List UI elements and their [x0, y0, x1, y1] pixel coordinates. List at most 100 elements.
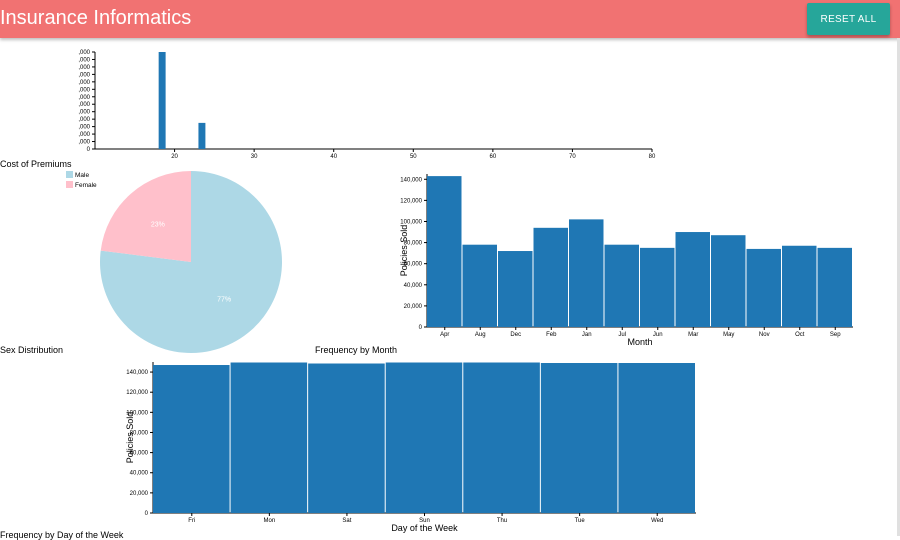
- bar-jul: [604, 244, 639, 327]
- bar-dec: [498, 251, 533, 327]
- y-tick-label: ,000: [78, 117, 90, 123]
- premiums-histogram[interactable]: 0,000,000,000,000,000,000,000,000,000,00…: [0, 48, 660, 160]
- y-tick-label: ,000: [78, 65, 90, 71]
- y-tick-label: 80,000: [130, 430, 149, 436]
- y-tick-label: 60,000: [404, 262, 423, 268]
- scrollbar[interactable]: [897, 38, 900, 536]
- x-tick-label: 80: [649, 154, 656, 160]
- sex-chart-caption: Sex Distribution: [0, 345, 64, 355]
- y-tick-label: ,000: [78, 110, 90, 116]
- weekday-bar-chart[interactable]: 0 20,000 40,000 60,000 80,000 100,000 120,000 1…: [0, 355, 720, 536]
- pie-slice-label: 77%: [217, 297, 231, 304]
- x-tick-label: Fri: [188, 518, 195, 524]
- legend-swatch: [66, 181, 73, 188]
- pie-slice-female: [100, 171, 191, 262]
- sex-pie-chart[interactable]: 77% 23% Male Female: [0, 168, 300, 358]
- x-tick-label: Mar: [688, 332, 698, 338]
- bar-sat: [308, 363, 385, 513]
- legend-label: Male: [75, 172, 89, 179]
- x-tick-label: Wed: [651, 518, 663, 524]
- pie-slice-male: [100, 171, 283, 353]
- x-axis-title: Day of the Week: [391, 523, 458, 533]
- x-tick-label: Apr: [440, 332, 449, 338]
- x-tick-label: 40: [330, 154, 337, 160]
- y-tick-label: ,000: [78, 80, 90, 86]
- x-tick-label: Feb: [546, 332, 557, 338]
- y-tick-label: 0: [419, 325, 423, 331]
- x-tick-label: Aug: [475, 332, 486, 338]
- x-tick-label: Sun: [419, 518, 430, 524]
- x-tick-label: Jul: [618, 332, 626, 338]
- y-tick-label: ,000: [78, 102, 90, 108]
- y-tick-label: 60,000: [130, 451, 149, 457]
- bar-thu: [463, 362, 540, 513]
- y-tick-label: 100,000: [126, 410, 148, 416]
- x-tick-label: Nov: [759, 332, 770, 338]
- x-tick-label: Sat: [342, 518, 351, 524]
- bar-mon: [230, 362, 308, 513]
- y-tick-label: ,000: [78, 50, 90, 56]
- y-tick-label: 80,000: [404, 241, 423, 247]
- y-tick-label: 40,000: [404, 283, 423, 289]
- bar-fri: [153, 365, 230, 513]
- y-tick-label: ,000: [78, 140, 90, 146]
- premiums-chart-caption: Cost of Premiums: [0, 159, 72, 169]
- bar-apr: [427, 176, 462, 327]
- app-header: Insurance Informatics RESET ALL: [0, 0, 900, 38]
- y-tick-label: 0: [145, 511, 149, 517]
- x-tick-label: 70: [569, 154, 576, 160]
- x-tick-label: 60: [490, 154, 497, 160]
- x-tick-label: Sep: [830, 332, 841, 338]
- bar-may: [711, 235, 746, 327]
- x-tick-label: Jun: [653, 332, 663, 338]
- y-axis-title: Policies Sold: [125, 412, 135, 464]
- y-tick-label: 140,000: [400, 177, 422, 183]
- premium-bar: [198, 122, 206, 149]
- y-tick-label: ,000: [78, 95, 90, 101]
- bar-sun: [385, 362, 463, 513]
- x-tick-label: 20: [171, 154, 178, 160]
- y-tick-label: 40,000: [130, 471, 149, 477]
- app-title: Insurance Informatics: [0, 7, 192, 29]
- month-chart-caption: Frequency by Month: [315, 345, 398, 355]
- y-tick-label: 120,000: [400, 198, 422, 204]
- y-axis-title: Policies Sold: [399, 225, 409, 277]
- x-tick-label: Tue: [575, 518, 586, 524]
- bar-jun: [640, 247, 675, 327]
- y-tick-label: ,000: [78, 125, 90, 131]
- x-tick-label: 50: [410, 154, 417, 160]
- y-tick-label: 20,000: [404, 304, 423, 310]
- y-tick-label: 120,000: [126, 390, 148, 396]
- weekday-chart-caption: Frequency by Day of the Week: [0, 530, 124, 540]
- bar-feb: [533, 227, 568, 327]
- y-tick-label: ,000: [78, 87, 90, 93]
- bar-oct: [782, 245, 817, 327]
- bar-jan: [569, 219, 604, 327]
- y-tick-label: ,000: [78, 57, 90, 63]
- y-tick-label: 140,000: [126, 370, 148, 376]
- x-tick-label: Mon: [264, 518, 276, 524]
- y-tick-label: 0: [87, 147, 91, 153]
- month-bar-chart[interactable]: 0 20,000 40,000 60,000 80,000 100,000 120,000 1…: [0, 168, 880, 350]
- x-tick-label: Oct: [795, 332, 805, 338]
- legend-label: Female: [75, 182, 97, 189]
- x-tick-label: May: [723, 332, 734, 338]
- premium-bar: [158, 52, 166, 149]
- x-tick-label: Thu: [497, 518, 507, 524]
- bar-nov: [746, 248, 781, 327]
- bar-aug: [462, 244, 497, 327]
- x-tick-label: Jan: [582, 332, 592, 338]
- y-tick-label: ,000: [78, 72, 90, 78]
- reset-all-button[interactable]: RESET ALL: [807, 3, 890, 35]
- x-tick-label: 30: [251, 154, 258, 160]
- bar-sep: [817, 247, 852, 327]
- pie-slice-label: 23%: [151, 221, 165, 228]
- bar-tue: [540, 363, 618, 513]
- x-axis-title: Month: [627, 337, 652, 347]
- y-tick-label: 20,000: [130, 491, 149, 497]
- legend-swatch: [66, 171, 73, 178]
- x-tick-label: Dec: [510, 332, 521, 338]
- y-tick-label: 100,000: [400, 219, 422, 225]
- y-tick-label: ,000: [78, 132, 90, 138]
- bar-wed: [618, 363, 695, 513]
